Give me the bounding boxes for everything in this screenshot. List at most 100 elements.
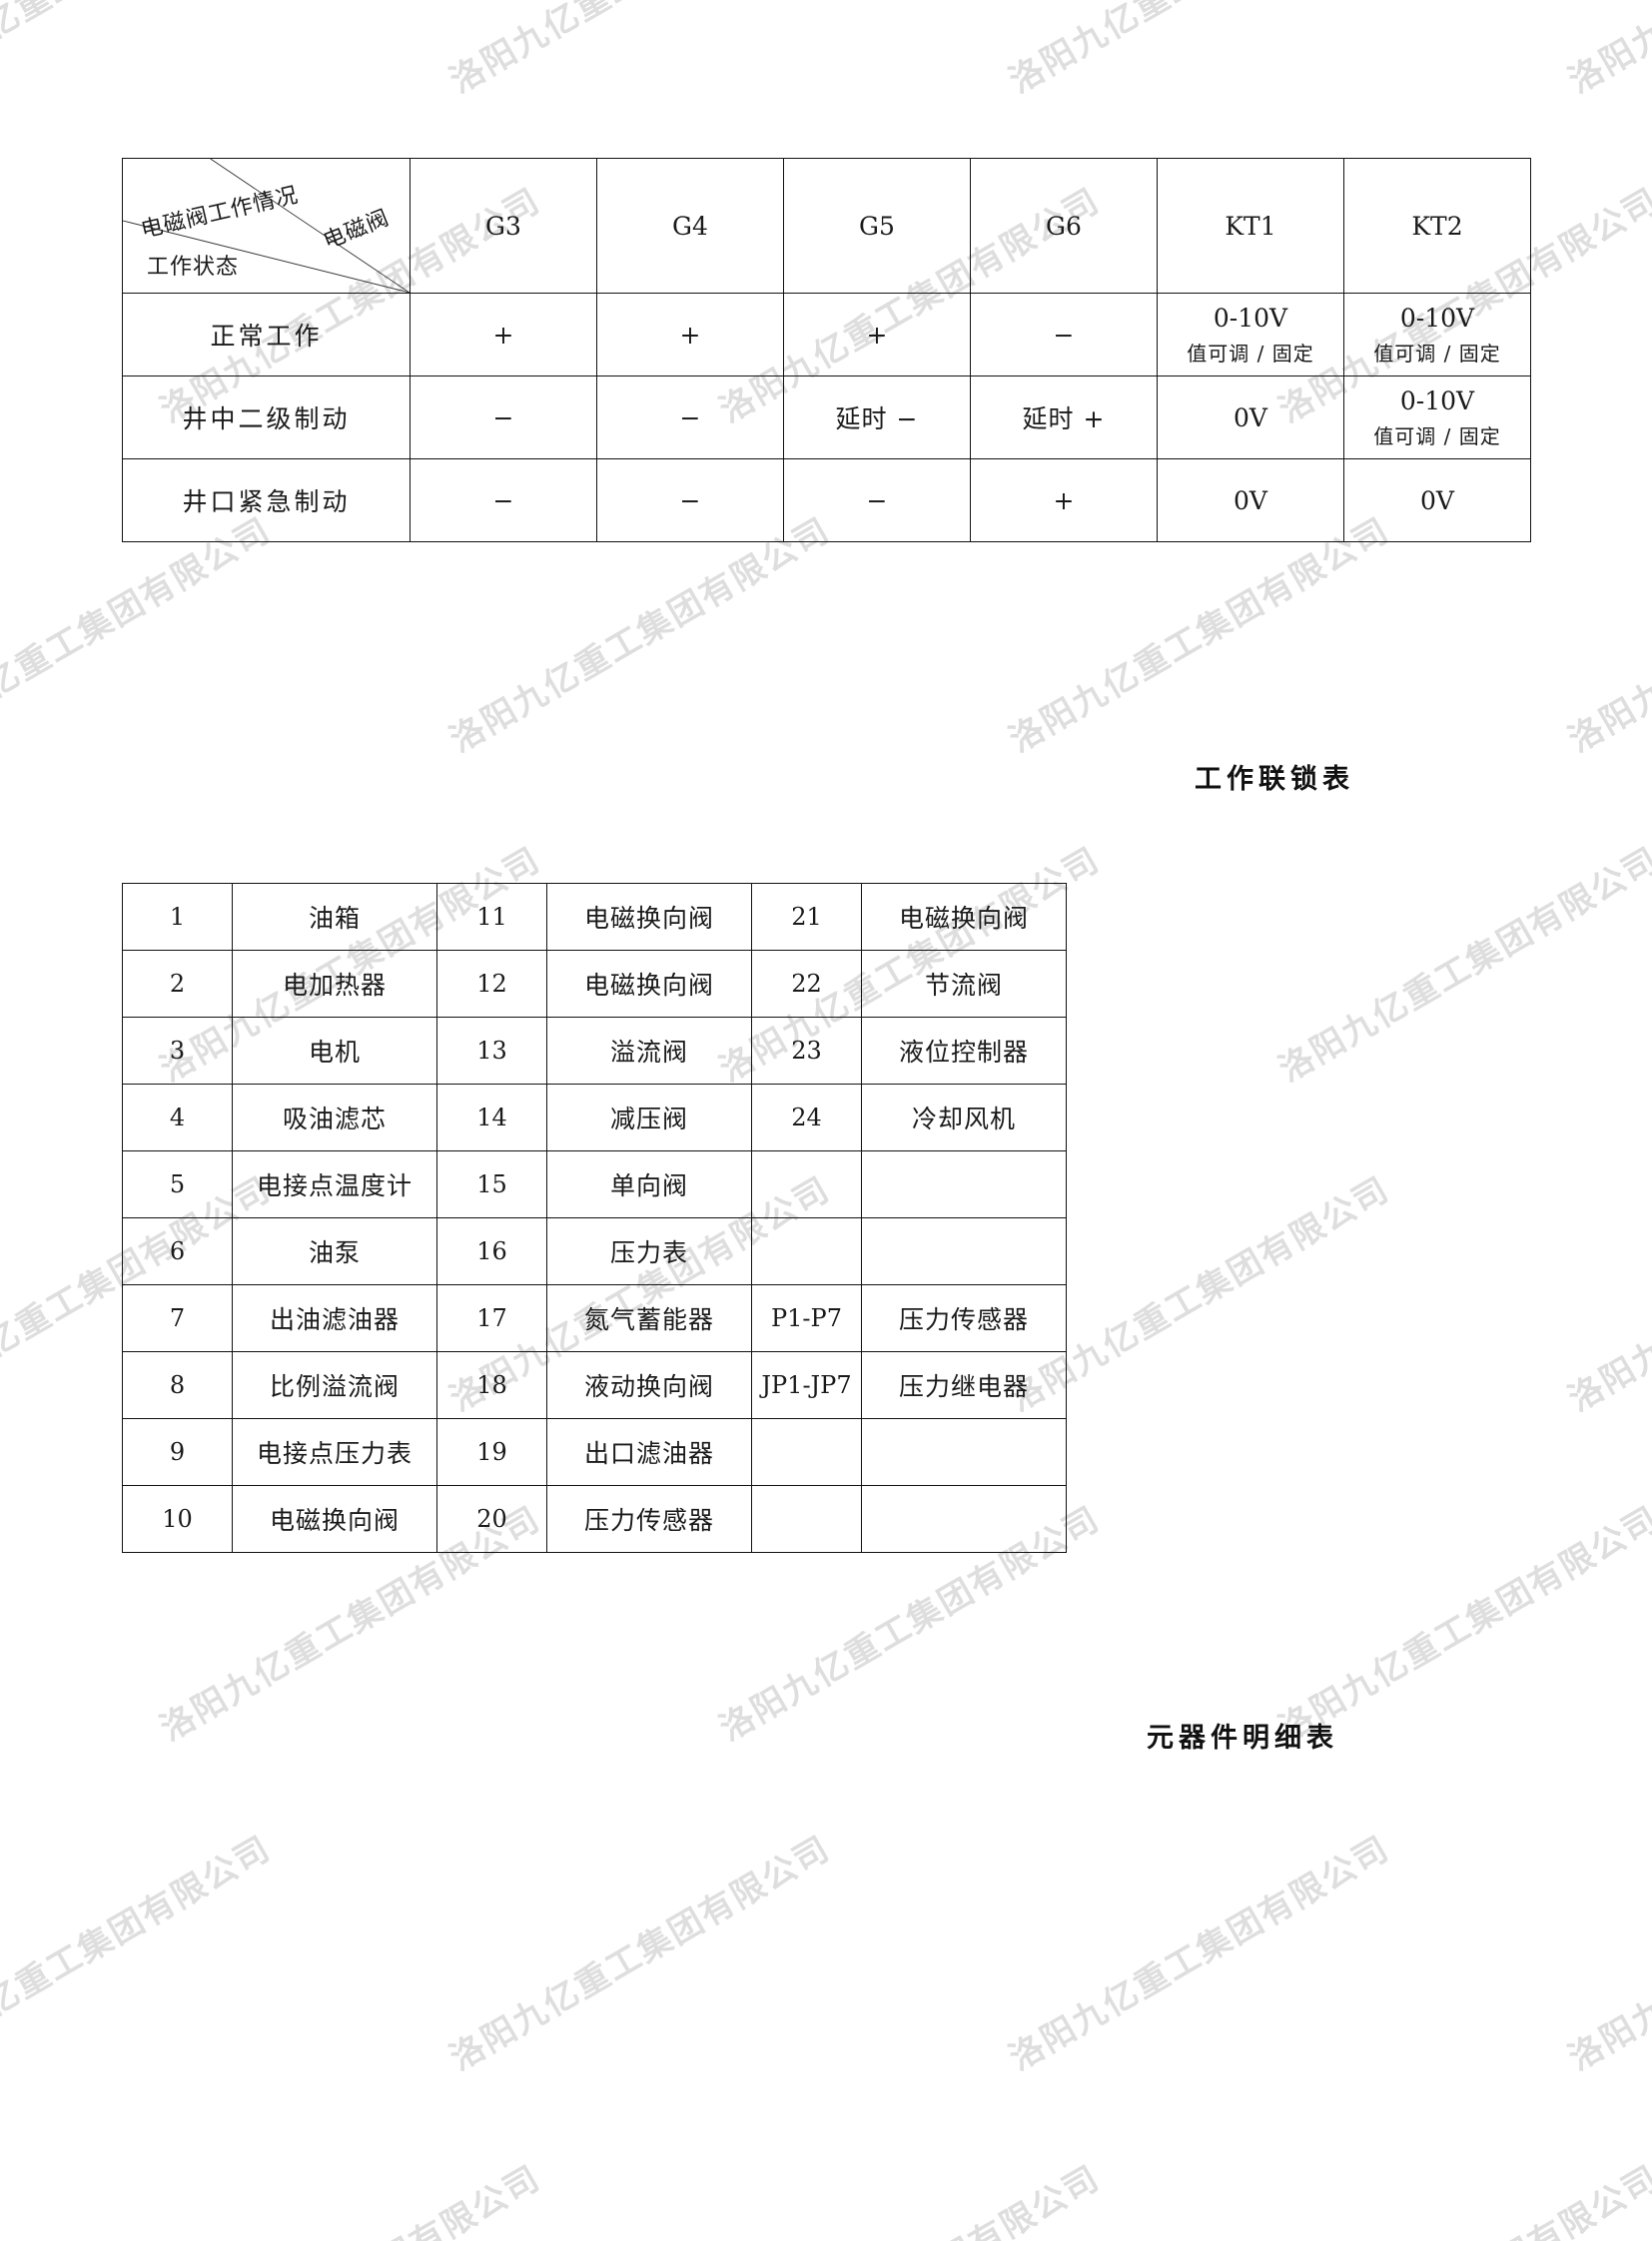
parts-index: 18	[436, 1351, 547, 1419]
parts-index: 12	[436, 950, 547, 1018]
interlock-table-caption: 工作联锁表	[1195, 764, 1354, 795]
parts-name: 压力传感器	[861, 1284, 1067, 1352]
interlock-state-label: 正常工作	[122, 293, 411, 376]
parts-index: 13	[436, 1017, 547, 1085]
parts-index: 8	[122, 1351, 233, 1419]
parts-empty-cell	[861, 1418, 1067, 1486]
parts-name: 吸油滤芯	[232, 1084, 437, 1151]
interlock-cell-voltage-note: 值可调 / 固定	[1373, 423, 1501, 448]
interlock-corner-header: 电磁阀 电磁阀工作情况 工作状态	[122, 158, 411, 294]
parts-empty-cell	[861, 1217, 1067, 1285]
parts-index: 23	[751, 1017, 862, 1085]
parts-name: 电接点压力表	[232, 1418, 437, 1486]
parts-index: 3	[122, 1017, 233, 1085]
parts-table-row: 9 电接点压力表 19 出口滤油器	[122, 1418, 1067, 1486]
parts-index: 10	[122, 1485, 233, 1553]
parts-index: 6	[122, 1217, 233, 1285]
parts-index: 1	[122, 883, 233, 951]
parts-name: 液位控制器	[861, 1017, 1067, 1085]
parts-name: 压力继电器	[861, 1351, 1067, 1419]
parts-table-row: 10 电磁换向阀 20 压力传感器	[122, 1485, 1067, 1553]
interlock-cell: −	[596, 375, 784, 459]
parts-empty-cell	[751, 1150, 862, 1218]
parts-name: 电加热器	[232, 950, 437, 1018]
parts-name: 出油滤油器	[232, 1284, 437, 1352]
parts-name: 减压阀	[546, 1084, 752, 1151]
parts-table-row: 4 吸油滤芯 14 减压阀 24 冷却风机	[122, 1084, 1067, 1151]
parts-table-row: 5 电接点温度计 15 单向阀	[122, 1150, 1067, 1218]
interlock-table: 电磁阀 电磁阀工作情况 工作状态 G3 G4 G5 G6 KT1 KT2 正常工作 + + + −0-10…	[122, 158, 1531, 542]
interlock-header-row: 电磁阀 电磁阀工作情况 工作状态 G3 G4 G5 G6 KT1 KT2	[122, 158, 1531, 294]
parts-name: 电接点温度计	[232, 1150, 437, 1218]
parts-index: 11	[436, 883, 547, 951]
parts-index: 16	[436, 1217, 547, 1285]
interlock-column-header-kt2: KT2	[1343, 158, 1531, 294]
interlock-column-header-g4: G4	[596, 158, 784, 294]
interlock-state-label: 井中二级制动	[122, 375, 411, 459]
interlock-cell: −	[410, 375, 597, 459]
interlock-column-header-g6: G6	[970, 158, 1158, 294]
parts-name: 溢流阀	[546, 1017, 752, 1085]
interlock-cell-voltage-note: 值可调 / 固定	[1373, 341, 1501, 366]
parts-index: 19	[436, 1418, 547, 1486]
parts-table-row: 7 出油滤油器 17 氮气蓄能器 P1-P7 压力传感器	[122, 1284, 1067, 1352]
parts-name: 节流阀	[861, 950, 1067, 1018]
parts-index: P1-P7	[751, 1284, 862, 1352]
interlock-column-header-g5: G5	[783, 158, 971, 294]
parts-table-row: 8 比例溢流阀 18 液动换向阀 JP1-JP7 压力继电器	[122, 1351, 1067, 1419]
interlock-cell: 0-10V 值可调 / 固定	[1343, 375, 1531, 459]
parts-name: 冷却风机	[861, 1084, 1067, 1151]
parts-empty-cell	[751, 1217, 862, 1285]
parts-index: 5	[122, 1150, 233, 1218]
parts-name: 压力传感器	[546, 1485, 752, 1553]
parts-index: 24	[751, 1084, 862, 1151]
interlock-column-header-kt1: KT1	[1157, 158, 1344, 294]
interlock-cell: 延时 +	[970, 375, 1158, 459]
interlock-cell: 0-10V 值可调 / 固定	[1157, 293, 1344, 376]
parts-name: 电磁换向阀	[546, 950, 752, 1018]
interlock-cell: −	[596, 458, 784, 542]
parts-table-row: 6 油泵 16 压力表	[122, 1217, 1067, 1285]
parts-table-row: 1 油箱 11 电磁换向阀 21 电磁换向阀	[122, 883, 1067, 951]
interlock-cell-voltage: 0-10V	[1213, 304, 1288, 334]
interlock-table-row: 正常工作 + + + −0-10V 值可调 / 固定 0-10V 值可调 / 固定	[122, 293, 1531, 376]
parts-index: 15	[436, 1150, 547, 1218]
parts-empty-cell	[751, 1418, 862, 1486]
interlock-cell: −	[970, 293, 1158, 376]
parts-index: 20	[436, 1485, 547, 1553]
parts-index: 4	[122, 1084, 233, 1151]
parts-name: 油泵	[232, 1217, 437, 1285]
interlock-cell: +	[596, 293, 784, 376]
parts-table-caption: 元器件明细表	[1147, 1723, 1338, 1754]
parts-index: 22	[751, 950, 862, 1018]
parts-name: 电磁换向阀	[546, 883, 752, 951]
interlock-cell: −	[410, 458, 597, 542]
parts-table-container: 1 油箱 11 电磁换向阀 21 电磁换向阀 2 电加热器 12 电磁换向阀 22 节流阀 3 电机 13 溢…	[122, 883, 1067, 1553]
parts-table-row: 3 电机 13 溢流阀 23 液位控制器	[122, 1017, 1067, 1085]
parts-name: 油箱	[232, 883, 437, 951]
interlock-state-label: 井口紧急制动	[122, 458, 411, 542]
interlock-cell: +	[410, 293, 597, 376]
interlock-cell: 0-10V 值可调 / 固定	[1343, 293, 1531, 376]
parts-empty-cell	[861, 1150, 1067, 1218]
parts-index: 7	[122, 1284, 233, 1352]
interlock-cell: 延时 −	[783, 375, 971, 459]
parts-table-row: 2 电加热器 12 电磁换向阀 22 节流阀	[122, 950, 1067, 1018]
interlock-cell: 0V	[1343, 458, 1531, 542]
parts-index: JP1-JP7	[751, 1351, 862, 1419]
parts-table: 1 油箱 11 电磁换向阀 21 电磁换向阀 2 电加热器 12 电磁换向阀 22 节流阀 3 电机 13 溢…	[122, 883, 1067, 1553]
interlock-table-container: 电磁阀 电磁阀工作情况 工作状态 G3 G4 G5 G6 KT1 KT2 正常工作 + + + −0-10…	[122, 158, 1531, 542]
parts-name: 压力表	[546, 1217, 752, 1285]
interlock-cell: −	[783, 458, 971, 542]
interlock-column-header-g3: G3	[410, 158, 597, 294]
parts-name: 氮气蓄能器	[546, 1284, 752, 1352]
parts-name: 出口滤油器	[546, 1418, 752, 1486]
parts-index: 2	[122, 950, 233, 1018]
parts-empty-cell	[751, 1485, 862, 1553]
interlock-cell-voltage: 0-10V	[1399, 304, 1475, 334]
parts-name: 单向阀	[546, 1150, 752, 1218]
interlock-cell: +	[970, 458, 1158, 542]
parts-index: 9	[122, 1418, 233, 1486]
parts-name: 液动换向阀	[546, 1351, 752, 1419]
